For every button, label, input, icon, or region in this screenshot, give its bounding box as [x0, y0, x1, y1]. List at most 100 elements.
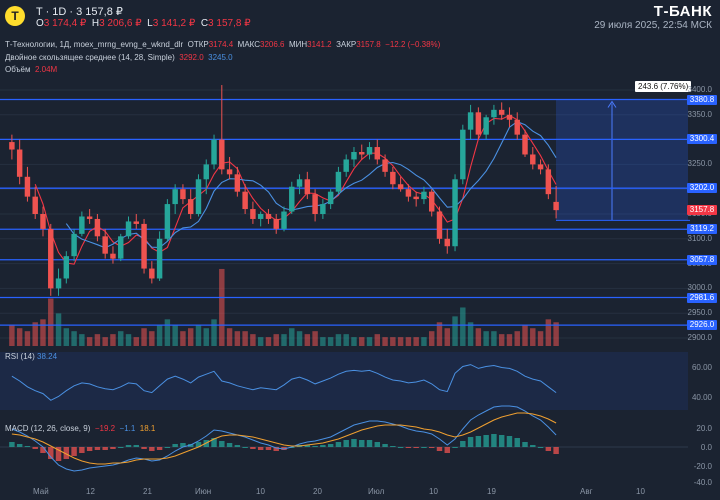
top-header: Т T · 1D · 3 157,8 ₽ O3 174,4 ₽ H3 206,6… [0, 0, 720, 34]
candle-body [79, 216, 85, 234]
candle-body [537, 164, 544, 170]
candle-body [125, 221, 132, 237]
price-level-tag: 3202.0 [687, 183, 717, 194]
x-tick-21: 21 [143, 487, 152, 496]
candle-body [86, 216, 93, 219]
series-name: Т-Технологии, 1Д, moex_mrng_evng_e_wknd_… [5, 40, 184, 49]
macd-hist-bar [382, 444, 388, 447]
volume-bar [79, 334, 85, 346]
macd-legend: MACD (12, 26, close, 9) −19.2 −1.1 18.1 [5, 424, 155, 433]
macd-hist-bar [506, 436, 513, 447]
volume-bar [48, 298, 54, 346]
volume-bar [40, 319, 46, 346]
rsi-band [0, 352, 688, 410]
volume-bar [335, 334, 342, 346]
macd-hist-bar [483, 435, 489, 447]
candle-body [413, 196, 419, 200]
open-key: O [36, 18, 44, 29]
candle-body [110, 253, 116, 259]
volume-bar [102, 337, 108, 346]
macd-hist-bar [24, 446, 31, 447]
volume-bar [257, 337, 264, 346]
volume-bar [234, 331, 241, 346]
volume-bar [71, 331, 77, 346]
macd-hist-bar [335, 442, 342, 447]
ma-slow-line [65, 120, 557, 249]
candle-body [257, 214, 264, 219]
volume-bar [366, 337, 373, 346]
candle-body [211, 139, 217, 165]
candle-body [265, 214, 272, 219]
price-axis-tick: 3400.0 [687, 85, 712, 94]
macd-hist-bar [514, 438, 520, 447]
candle-body [483, 117, 489, 135]
candle-body [390, 171, 396, 185]
macd-hist-bar [203, 440, 209, 447]
volume-bar [320, 337, 326, 346]
macd-axis-m40: -40.0 [693, 478, 712, 487]
candle-body [452, 179, 458, 247]
volume-bar [242, 331, 248, 346]
macd-hist-bar [553, 447, 559, 454]
x-tick-12: 12 [86, 487, 95, 496]
high-key: H [91, 18, 100, 29]
price-axis-tick: 2900.0 [687, 333, 712, 342]
volume-bar [156, 325, 163, 346]
x-tick-20: 20 [313, 487, 322, 496]
macd-hist-bar [413, 447, 419, 448]
macd-hist-bar [545, 447, 552, 451]
volume-bar [428, 331, 435, 346]
macd-hist-bar [343, 440, 349, 447]
candle-body [359, 152, 365, 155]
rsi-value: 38.24 [37, 352, 58, 361]
volume-bar [9, 325, 15, 346]
candle-body [366, 147, 373, 155]
candle-body [63, 256, 70, 279]
volume-bar [304, 334, 311, 346]
macd-v1: −19.2 [94, 424, 116, 433]
volume-bar [421, 337, 427, 346]
open-value: 3 174,4 ₽ [43, 18, 87, 29]
volume-bar [327, 337, 334, 346]
macd-hist-bar [71, 447, 77, 456]
macd-hist-bar [195, 442, 202, 447]
macd-hist-bar [9, 442, 15, 447]
macd-hist-bar [265, 447, 272, 450]
volume-bar [452, 316, 458, 346]
candle-body [250, 209, 256, 219]
macd-axis-20: 20.0 [696, 424, 712, 433]
close-label: ЗАКР [336, 40, 357, 49]
macd-hist-bar [475, 436, 482, 447]
ma-fast-value: 3292.0 [179, 53, 204, 62]
candle-body [444, 238, 450, 247]
candle-body [320, 204, 326, 214]
candle-body [32, 196, 38, 214]
volume-bar [24, 331, 31, 346]
volume-bar [133, 337, 140, 346]
volume-bar [16, 328, 23, 346]
volume-bar [498, 334, 505, 346]
open-val: 3174.4 [208, 40, 234, 49]
candle-body [24, 176, 31, 197]
candle-body [195, 179, 202, 214]
volume-bar [250, 334, 256, 346]
volume-bar [444, 328, 450, 346]
macd-hist-bar [63, 447, 70, 459]
change-val: −12.2 (−0.38%) [385, 40, 441, 49]
brand-name: Т-БАНК [653, 3, 712, 20]
high-val: 3206.6 [260, 40, 285, 49]
macd-hist-bar [125, 445, 132, 447]
candle-body [133, 221, 140, 224]
volume-bar [281, 334, 287, 346]
candle-body [514, 119, 520, 135]
volume-bar [530, 328, 536, 346]
symbol-title[interactable]: T · 1D · 3 157,8 ₽ [36, 6, 123, 18]
candle-body [102, 236, 108, 254]
candle-body [506, 114, 513, 120]
macd-hist-bar [187, 444, 194, 447]
macd-hist-bar [467, 437, 474, 447]
volume-bar [55, 313, 62, 346]
volume-bar [545, 319, 552, 346]
low-label: МИН [288, 40, 308, 49]
macd-hist-bar [48, 447, 54, 459]
